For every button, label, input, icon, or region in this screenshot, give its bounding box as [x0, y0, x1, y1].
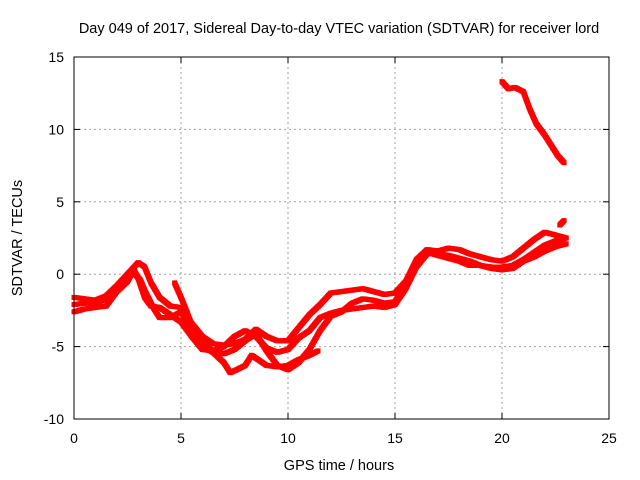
- x-tick-label: 20: [494, 430, 510, 446]
- series-track-5: [499, 79, 567, 166]
- y-tick-label: 15: [48, 49, 64, 65]
- plot-frame: [73, 56, 610, 420]
- y-tick-label: -10: [44, 411, 64, 427]
- data-point: [561, 160, 567, 166]
- data-point: [315, 348, 321, 354]
- data-point: [563, 235, 569, 241]
- x-tick-label: 10: [280, 430, 296, 446]
- chart-title: Day 049 of 2017, Sidereal Day-to-day VTE…: [79, 21, 599, 37]
- data-point: [563, 241, 569, 247]
- y-tick-label: 10: [48, 121, 64, 137]
- x-tick-label: 25: [601, 430, 617, 446]
- x-axis-label: GPS time / hours: [284, 458, 394, 474]
- x-tick-label: 15: [387, 430, 403, 446]
- x-tick-label: 5: [177, 430, 185, 446]
- series-track-4: [172, 280, 321, 376]
- grid-lines: [74, 57, 609, 419]
- data-points: [71, 79, 569, 376]
- axis-ticks: 0 5 10 15 20 25 -10 -5 0 5 10 15: [44, 49, 617, 446]
- y-tick-label: -5: [52, 339, 65, 355]
- data-point: [561, 218, 567, 224]
- y-axis-label: SDTVAR / TECUs: [10, 180, 26, 296]
- y-tick-label: 0: [56, 266, 64, 282]
- y-tick-label: 5: [56, 194, 64, 210]
- series-track-6: [557, 218, 567, 228]
- x-tick-label: 0: [70, 430, 78, 446]
